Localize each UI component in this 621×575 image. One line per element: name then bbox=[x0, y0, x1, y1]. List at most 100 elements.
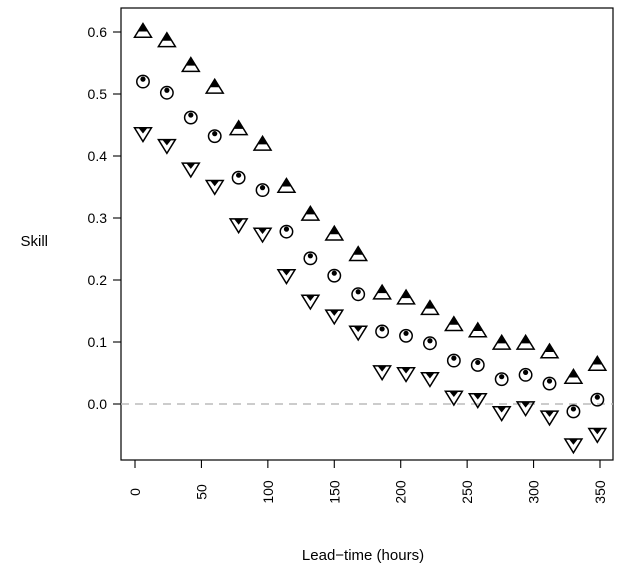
triangle-up-point bbox=[276, 177, 297, 194]
point-center-dot bbox=[497, 406, 507, 413]
circle-point bbox=[446, 353, 461, 368]
triangle-up-point bbox=[300, 204, 321, 221]
circle-point bbox=[351, 287, 366, 302]
circle-point bbox=[494, 372, 509, 387]
point-center-dot bbox=[234, 121, 244, 129]
triangle-down-marker bbox=[133, 127, 153, 143]
point-center-dot bbox=[568, 370, 579, 378]
circle-point bbox=[159, 85, 174, 100]
axes: 0.0 0.1 0.2 0.3 0.4 0.5 0.6 0 50 100 150 200 250 300 3… bbox=[88, 7, 614, 504]
triangle-down-marker bbox=[491, 406, 512, 422]
point-center-dot bbox=[544, 411, 555, 417]
triangle-down-marker bbox=[444, 390, 464, 407]
triangle-down-marker bbox=[563, 438, 584, 455]
triangle-up-point bbox=[396, 288, 416, 305]
series-triangle-down bbox=[133, 127, 608, 455]
point-center-dot bbox=[568, 439, 579, 445]
triangle-up-point bbox=[348, 245, 369, 262]
point-center-dot bbox=[307, 253, 313, 259]
triangle-down-marker bbox=[348, 325, 369, 342]
point-center-dot bbox=[544, 345, 555, 353]
y-tick-label: 0.0 bbox=[88, 396, 108, 412]
series-triangle-up bbox=[133, 22, 608, 384]
point-center-dot bbox=[523, 369, 529, 375]
x-tick-label: 250 bbox=[459, 480, 475, 504]
x-tick-label: 0 bbox=[127, 488, 143, 496]
triangle-up-point bbox=[372, 283, 392, 300]
point-center-dot bbox=[401, 291, 411, 299]
point-center-dot bbox=[497, 336, 507, 344]
triangle-up-marker bbox=[491, 333, 512, 350]
circle-point bbox=[542, 376, 557, 391]
point-center-dot bbox=[188, 112, 194, 118]
circle-marker bbox=[518, 367, 533, 382]
triangle-up-point bbox=[444, 315, 464, 332]
point-center-dot bbox=[283, 226, 290, 232]
triangle-up-point bbox=[515, 333, 536, 350]
triangle-down-marker bbox=[276, 269, 297, 285]
triangle-up-marker bbox=[372, 283, 392, 300]
point-center-dot bbox=[427, 338, 433, 344]
point-center-dot bbox=[449, 317, 459, 325]
triangle-up-marker bbox=[563, 368, 584, 384]
x-axis-label: Lead−time (hours) bbox=[302, 547, 424, 564]
point-center-dot bbox=[401, 367, 411, 374]
circle-point bbox=[303, 251, 318, 266]
triangle-up-marker bbox=[133, 22, 153, 39]
point-center-dot bbox=[377, 365, 387, 372]
point-center-dot bbox=[451, 355, 457, 361]
circle-marker bbox=[327, 268, 342, 283]
circle-point bbox=[327, 268, 342, 283]
x-tick-label: 100 bbox=[260, 480, 276, 504]
point-center-dot bbox=[379, 326, 385, 332]
triangle-up-point bbox=[228, 119, 249, 136]
circle-marker bbox=[159, 85, 174, 100]
triangle-down-marker bbox=[539, 410, 560, 427]
point-center-dot bbox=[140, 76, 146, 82]
circle-point bbox=[422, 336, 437, 351]
triangle-down-marker bbox=[228, 218, 249, 235]
point-center-dot bbox=[138, 24, 148, 32]
point-center-dot bbox=[210, 80, 220, 88]
circle-marker bbox=[590, 392, 605, 407]
circle-marker bbox=[351, 287, 366, 302]
circle-marker bbox=[255, 183, 270, 198]
triangle-up-point bbox=[539, 342, 560, 359]
triangle-down-marker bbox=[587, 427, 608, 444]
point-center-dot bbox=[281, 269, 292, 276]
data-points bbox=[133, 22, 608, 455]
circle-point bbox=[566, 404, 581, 419]
point-center-dot bbox=[305, 207, 315, 215]
x-tick-label: 300 bbox=[526, 480, 542, 504]
point-center-dot bbox=[353, 326, 363, 332]
x-axis: 0 50 100 150 200 250 300 350 bbox=[127, 460, 608, 504]
point-center-dot bbox=[473, 393, 483, 400]
y-tick-label: 0.3 bbox=[88, 210, 108, 226]
triangle-up-marker bbox=[157, 31, 177, 48]
triangle-down-marker bbox=[252, 227, 273, 244]
point-center-dot bbox=[281, 179, 292, 187]
triangle-up-marker bbox=[204, 77, 225, 94]
circle-point bbox=[470, 357, 485, 372]
circle-marker bbox=[399, 328, 413, 343]
triangle-up-point bbox=[180, 56, 201, 73]
point-center-dot bbox=[521, 401, 531, 408]
triangle-up-marker bbox=[276, 177, 297, 194]
circle-point bbox=[207, 129, 222, 144]
triangle-down-marker bbox=[204, 179, 225, 196]
triangle-up-marker bbox=[324, 224, 345, 241]
triangle-up-point bbox=[252, 134, 273, 151]
point-center-dot bbox=[329, 310, 339, 316]
triangle-down-marker bbox=[420, 371, 440, 388]
y-tick-label: 0.4 bbox=[88, 148, 108, 164]
point-center-dot bbox=[592, 428, 602, 435]
triangle-down-marker bbox=[157, 138, 177, 155]
plot-frame bbox=[120, 7, 614, 461]
triangle-up-point bbox=[420, 299, 440, 316]
point-center-dot bbox=[210, 180, 220, 187]
point-center-dot bbox=[236, 172, 242, 178]
circle-marker bbox=[303, 251, 318, 266]
triangle-up-point bbox=[587, 355, 608, 371]
triangle-down-marker bbox=[467, 393, 488, 409]
